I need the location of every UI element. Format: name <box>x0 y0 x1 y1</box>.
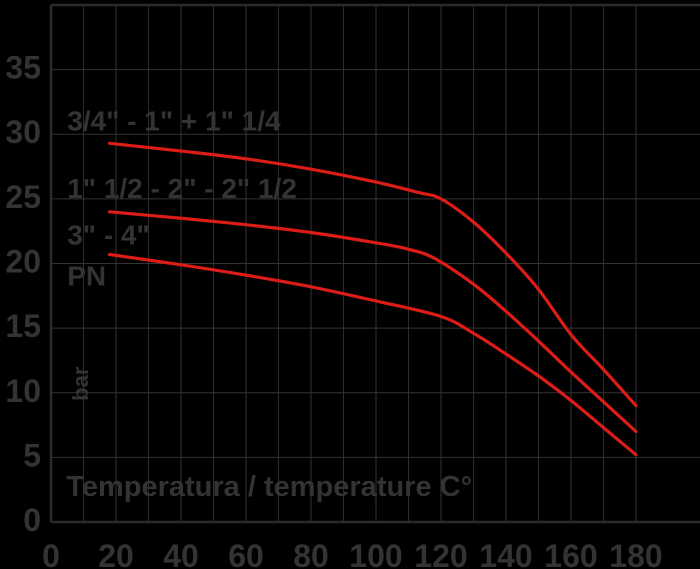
svg-text:PN: PN <box>67 261 106 292</box>
svg-text:20: 20 <box>98 538 134 569</box>
svg-text:140: 140 <box>479 538 532 569</box>
svg-text:3/4" - 1" + 1" 1/4: 3/4" - 1" + 1" 1/4 <box>67 105 281 136</box>
svg-text:60: 60 <box>228 538 264 569</box>
svg-text:180: 180 <box>609 538 662 569</box>
svg-text:5: 5 <box>23 437 41 473</box>
svg-text:1" 1/2 - 2" - 2" 1/2: 1" 1/2 - 2" - 2" 1/2 <box>67 173 297 204</box>
svg-text:160: 160 <box>544 538 597 569</box>
svg-text:120: 120 <box>414 538 467 569</box>
svg-text:40: 40 <box>163 538 199 569</box>
svg-text:0: 0 <box>42 538 60 569</box>
svg-text:80: 80 <box>293 538 329 569</box>
svg-text:30: 30 <box>5 114 41 150</box>
svg-text:35: 35 <box>5 50 41 86</box>
svg-text:20: 20 <box>5 244 41 280</box>
svg-text:0: 0 <box>23 502 41 538</box>
svg-text:3" - 4": 3" - 4" <box>67 220 150 251</box>
svg-text:100: 100 <box>349 538 402 569</box>
svg-text:bar: bar <box>68 366 93 401</box>
svg-text:25: 25 <box>5 179 41 215</box>
svg-text:10: 10 <box>5 373 41 409</box>
svg-text:Temperatura / temperature C°: Temperatura / temperature C° <box>66 471 472 503</box>
svg-text:15: 15 <box>5 308 41 344</box>
